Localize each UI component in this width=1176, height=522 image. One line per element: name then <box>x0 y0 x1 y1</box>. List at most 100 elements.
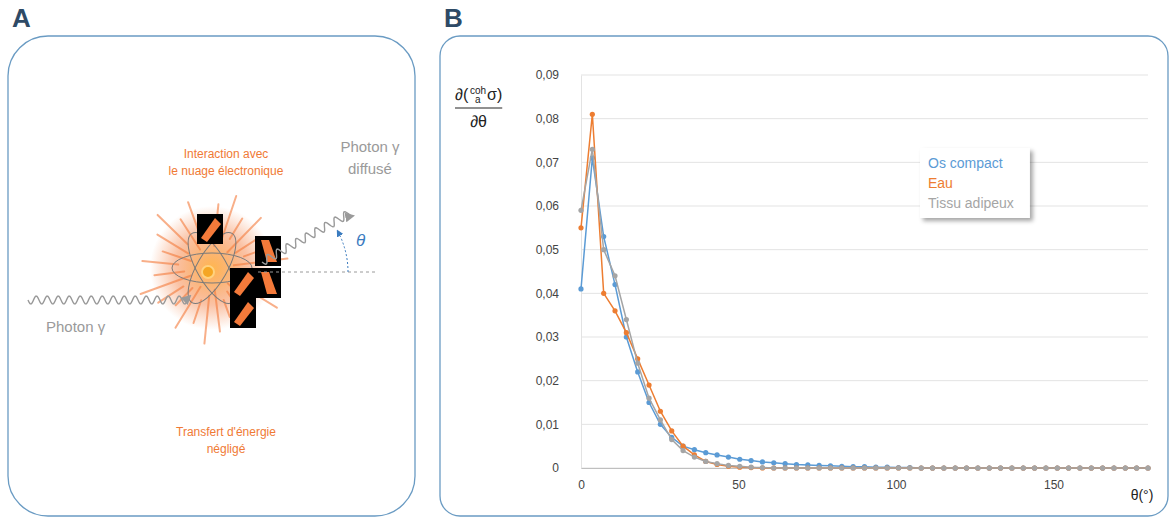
legend-entry: Tissu adipeux <box>928 195 1014 211</box>
y-tick: 0,02 <box>536 374 581 388</box>
series-point <box>1111 465 1116 470</box>
diagram: Photon γθPhoton γdiffuséInteraction avec… <box>28 138 400 456</box>
series-point <box>1055 465 1060 470</box>
series-point <box>1123 465 1128 470</box>
series-point <box>1021 465 1026 470</box>
y-tick-label: 0,05 <box>536 243 560 257</box>
series-point <box>941 465 946 470</box>
series-point <box>805 465 810 470</box>
series-point <box>783 465 788 470</box>
series-point <box>760 459 765 464</box>
x-tick: 100 <box>886 468 906 492</box>
x-tick: 0 <box>578 468 585 492</box>
panel-letter: B <box>444 3 463 33</box>
reference-line <box>258 272 378 273</box>
y-axis-title: ∂( <box>455 86 469 103</box>
series-point <box>1009 465 1014 470</box>
series-point <box>1066 465 1071 470</box>
series-point <box>941 465 946 470</box>
series-point <box>1134 465 1139 470</box>
legend-entry: Os compact <box>928 155 1003 171</box>
series-point <box>612 273 617 278</box>
series-point <box>817 465 822 470</box>
series-point <box>1100 465 1105 470</box>
series-point <box>987 465 992 470</box>
series-point <box>1134 465 1139 470</box>
series-point <box>930 465 935 470</box>
series-point <box>953 465 958 470</box>
series-line <box>581 149 1148 468</box>
glyph-tile <box>197 214 223 244</box>
y-tick: 0 <box>552 461 581 475</box>
y-axis-title: a <box>475 94 481 105</box>
series-point <box>998 465 1003 470</box>
series-point <box>1021 465 1026 470</box>
glyph-tile <box>255 236 281 266</box>
series-point <box>703 459 708 464</box>
series-point <box>1043 465 1048 470</box>
series-point <box>1066 465 1071 470</box>
series-point <box>1100 465 1105 470</box>
spike <box>236 240 256 253</box>
series-point <box>1123 465 1128 470</box>
scattered-photon <box>262 212 353 264</box>
series-point <box>975 465 980 470</box>
series-point <box>998 465 1003 470</box>
series-point <box>975 465 980 470</box>
interaction-label: Interaction avec <box>184 147 269 161</box>
series-point <box>714 461 719 466</box>
x-tick: 50 <box>732 468 746 492</box>
series-point <box>953 465 958 470</box>
series-point <box>1077 465 1082 470</box>
series-point <box>964 465 969 470</box>
grid-line <box>581 424 1148 425</box>
x-axis-title: θ(°) <box>1131 487 1154 503</box>
series-point <box>601 291 606 296</box>
y-tick: 0,08 <box>536 112 581 126</box>
series-point <box>1032 465 1037 470</box>
series-point <box>851 465 856 470</box>
series-point <box>964 465 969 470</box>
series-point <box>1123 465 1128 470</box>
series-point <box>737 465 742 470</box>
series-point <box>1009 465 1014 470</box>
series-point <box>726 454 731 459</box>
series-point <box>771 465 776 470</box>
chart: 00,010,020,030,040,050,060,070,080,09050… <box>455 68 1153 503</box>
series-point <box>1089 465 1094 470</box>
y-tick-label: 0,09 <box>536 68 560 82</box>
series-point <box>601 247 606 252</box>
canvas: ABPhoton γθPhoton γdiffuséInteraction av… <box>0 0 1176 522</box>
angle-arc <box>337 231 348 272</box>
series-point <box>714 462 719 467</box>
series-point <box>885 465 890 470</box>
series-point <box>828 465 833 470</box>
y-tick: 0,09 <box>536 68 581 82</box>
series-point <box>635 361 640 366</box>
y-tick-label: 0,01 <box>536 418 560 432</box>
y-tick-label: 0,06 <box>536 199 560 213</box>
series-point <box>624 317 629 322</box>
glyph-tile <box>230 298 256 328</box>
series-point <box>737 464 742 469</box>
series-point <box>839 465 844 470</box>
series-point <box>1009 465 1014 470</box>
series-point <box>1145 465 1150 470</box>
series-point <box>658 409 663 414</box>
series-point <box>839 465 844 470</box>
series-point <box>919 465 924 470</box>
grid-line <box>581 206 1148 207</box>
y-tick-label: 0,03 <box>536 330 560 344</box>
series-point <box>703 450 708 455</box>
series-point <box>873 465 878 470</box>
series-point <box>703 459 708 464</box>
grid-line <box>581 380 1148 381</box>
series-point <box>760 465 765 470</box>
series-point <box>1111 465 1116 470</box>
series-point <box>828 465 833 470</box>
series-point <box>658 417 663 422</box>
series-point <box>805 465 810 470</box>
series-point <box>851 465 856 470</box>
series-point <box>896 465 901 470</box>
series-point <box>873 465 878 470</box>
